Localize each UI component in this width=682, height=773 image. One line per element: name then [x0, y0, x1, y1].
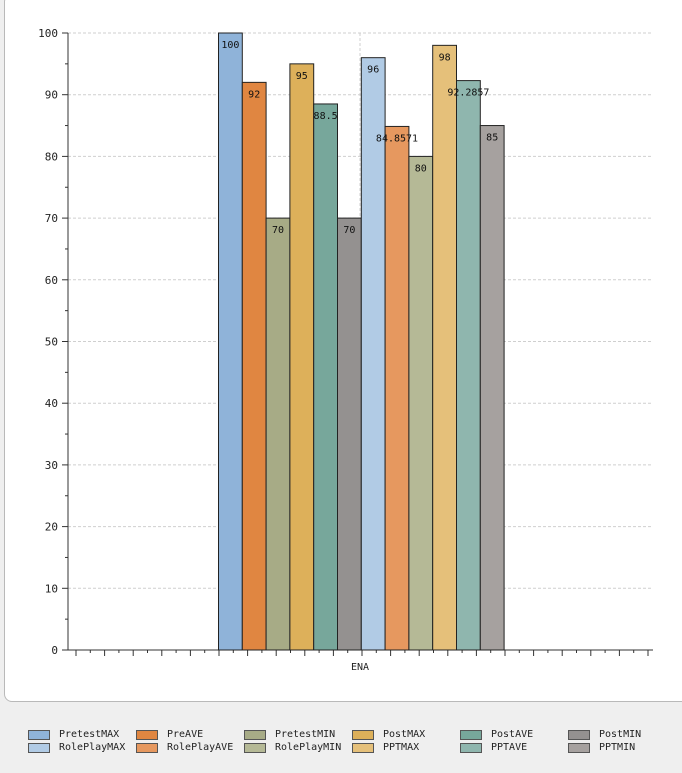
x-tick-label: ENA [351, 662, 369, 673]
legend-swatch [28, 742, 50, 753]
y-tick-label: 20 [45, 521, 58, 534]
legend-swatch [352, 742, 374, 753]
legend-item-postmin[interactable]: PostMIN [568, 728, 641, 741]
data-label-roleplaymin: 80 [415, 163, 427, 174]
legend-swatch [460, 742, 482, 753]
bar-postave [313, 103, 339, 651]
y-tick-label: 0 [51, 644, 58, 657]
legend-label: PPTAVE [491, 742, 528, 753]
legend-swatch [568, 742, 590, 753]
data-label-pptave: 92.2857 [447, 88, 489, 99]
data-label-pretestmax: 100 [221, 40, 239, 51]
legend-item-pptmin[interactable]: PPTMIN [568, 741, 635, 754]
bars [218, 32, 505, 651]
legend-item-roleplaymax[interactable]: RolePlayMAX [28, 741, 125, 754]
legend-item-postave[interactable]: PostAVE [460, 728, 533, 741]
data-label-postave: 88.5 [314, 111, 338, 122]
legend-label: PPTMAX [383, 742, 420, 753]
y-tick-label: 10 [45, 582, 58, 595]
y-tick-label: 30 [45, 459, 58, 472]
y-tick-label: 70 [45, 212, 58, 225]
legend-label: PretestMIN [275, 729, 336, 740]
bar-postmax [289, 63, 315, 651]
legend-item-postmax[interactable]: PostMAX [352, 728, 425, 741]
bar-pretestmax [218, 32, 243, 651]
legend-item-pretestmin[interactable]: PretestMIN [244, 728, 335, 741]
legend-item-pptmax[interactable]: PPTMAX [352, 741, 419, 754]
chart-legend: PretestMAX PreAVE PretestMIN PostMAX PostAVE… [28, 728, 678, 758]
legend-item-pptave[interactable]: PPTAVE [460, 741, 527, 754]
legend-item-preave[interactable]: PreAVE [136, 728, 203, 741]
bar-pretestmin [265, 217, 291, 651]
data-label-postmax: 95 [296, 71, 308, 82]
data-label-pretestmin: 70 [272, 225, 284, 236]
y-tick-label: 80 [45, 150, 58, 163]
data-labels: 100 92 70 95 88.5 70 96 84.8571 80 98 92.2857 85 [221, 40, 498, 236]
legend-label: PretestMAX [59, 729, 120, 740]
data-label-roleplaymax: 96 [367, 65, 379, 76]
bar-roleplayave [384, 125, 410, 651]
legend-swatch [568, 729, 590, 740]
y-tick-label: 60 [45, 274, 58, 287]
bar-pptmin [479, 125, 505, 651]
legend-swatch [460, 729, 482, 740]
legend-swatch [352, 729, 374, 740]
data-label-preave: 92 [248, 89, 260, 100]
y-tick-label: 40 [45, 397, 58, 410]
bar-postmin [337, 217, 362, 651]
data-label-pptmin: 85 [486, 133, 498, 144]
legend-label: PreAVE [167, 729, 204, 740]
legend-label: RolePlayMAX [59, 742, 126, 753]
bar-pptmax [432, 44, 458, 651]
legend-label: PPTMIN [599, 742, 636, 753]
legend-swatch [244, 742, 266, 753]
bar-pptave [456, 80, 481, 651]
y-tick-label: 100 [38, 27, 58, 40]
legend-label: RolePlayAVE [167, 742, 234, 753]
legend-swatch [136, 742, 158, 753]
bar-roleplaymax [360, 57, 386, 651]
legend-swatch [28, 729, 50, 740]
bar-preave [241, 81, 267, 651]
legend-item-roleplayave[interactable]: RolePlayAVE [136, 741, 233, 754]
legend-item-pretestmax[interactable]: PretestMAX [28, 728, 119, 741]
data-label-postmin: 70 [343, 225, 355, 236]
y-tick-label: 90 [45, 89, 58, 102]
legend-label: PostAVE [491, 729, 534, 740]
legend-swatch [244, 729, 266, 740]
legend-label: PostMAX [383, 729, 426, 740]
legend-swatch [136, 729, 158, 740]
data-label-pptmax: 98 [439, 52, 451, 63]
legend-label: PostMIN [599, 729, 642, 740]
y-tick-label: 50 [45, 336, 58, 349]
legend-label: RolePlayMIN [275, 742, 342, 753]
legend-item-roleplaymin[interactable]: RolePlayMIN [244, 741, 341, 754]
bar-roleplaymin [408, 155, 434, 651]
data-label-roleplayave: 84.8571 [376, 133, 418, 144]
